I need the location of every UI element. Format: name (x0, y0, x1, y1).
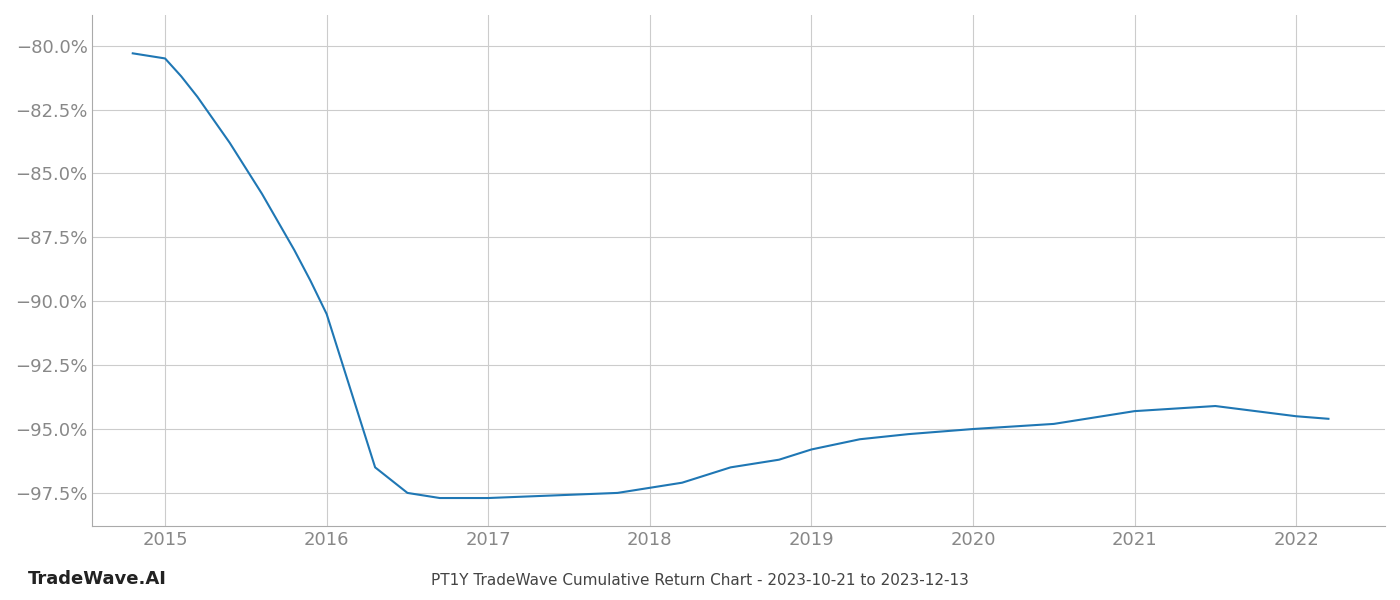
Text: PT1Y TradeWave Cumulative Return Chart - 2023-10-21 to 2023-12-13: PT1Y TradeWave Cumulative Return Chart -… (431, 573, 969, 588)
Text: TradeWave.AI: TradeWave.AI (28, 570, 167, 588)
